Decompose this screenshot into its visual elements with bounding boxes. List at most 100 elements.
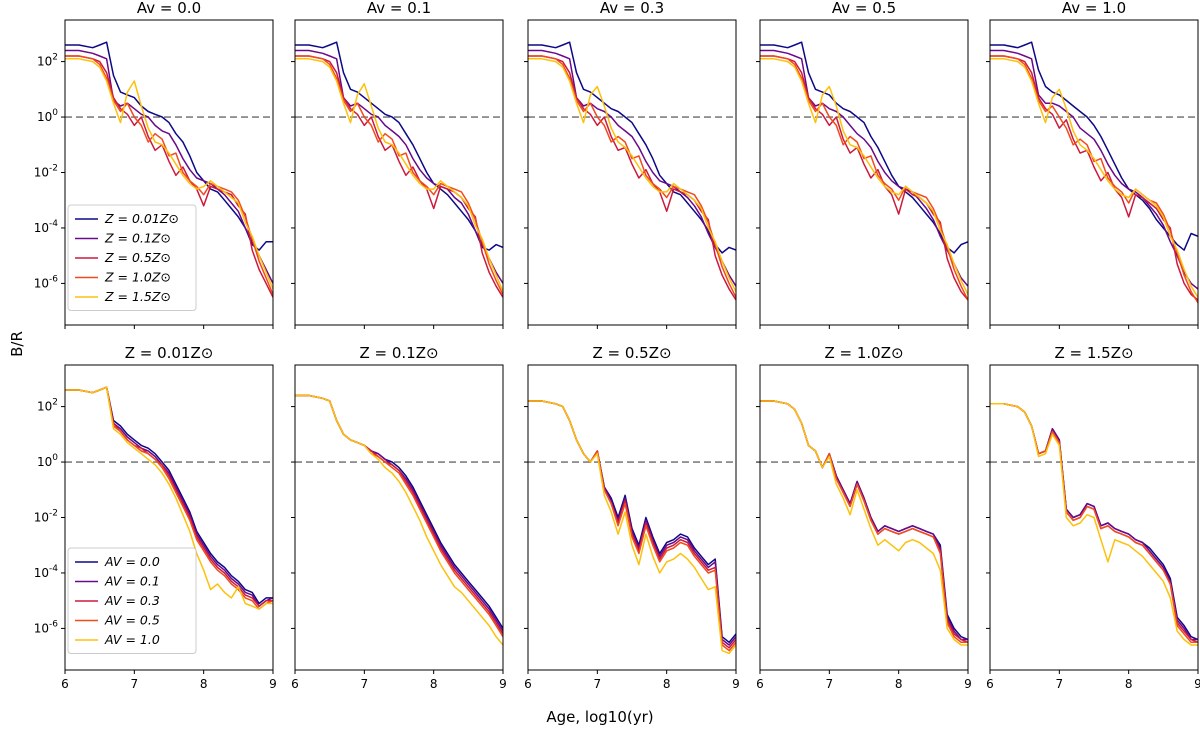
x-tick-label: 7 — [1056, 677, 1064, 691]
panel-title: Av = 0.1 — [367, 0, 431, 17]
panel-frame — [527, 364, 737, 671]
x-tick-label: 7 — [361, 677, 369, 691]
series-line — [760, 49, 968, 287]
x-tick-label: 8 — [1125, 677, 1133, 691]
series-line — [760, 58, 968, 295]
series-line — [295, 394, 503, 635]
panel-title: Av = 0.3 — [600, 0, 664, 17]
series-line — [528, 55, 736, 298]
panel-9: Z = 1.0Z⊙ 6 7 8 9 — [756, 344, 972, 691]
legend-label: Z = 0.5Z⊙ — [104, 250, 171, 265]
series-line — [528, 400, 736, 644]
legend-label: Z = 1.0Z⊙ — [104, 270, 171, 285]
x-tick-label: 6 — [524, 677, 532, 691]
series-line — [65, 41, 273, 251]
panel-title: Av = 0.0 — [137, 0, 201, 17]
series-line — [295, 394, 503, 638]
series-line — [528, 49, 736, 287]
panel-title: Z = 1.0Z⊙ — [824, 344, 903, 362]
series-line — [295, 41, 503, 251]
x-tick-label: 9 — [964, 677, 972, 691]
legend-label: Z = 1.5Z⊙ — [104, 289, 171, 304]
x-tick-label: 7 — [131, 677, 139, 691]
legend-extinction: AV = 0.0 AV = 0.1 AV = 0.3 AV = 0.5 AV = 1.0 — [67, 547, 197, 654]
panels-group: Av = 0.0 102 100 10-2 10-4 10-6 Av = 0.1 Av = 0… — [34, 0, 1200, 691]
panel-8: Z = 0.5Z⊙ 6 7 8 9 — [524, 344, 740, 691]
legend-metallicity: Z = 0.01Z⊙ Z = 0.1Z⊙ Z = 0.5Z⊙ Z = 1.0Z⊙ Z =… — [67, 204, 197, 311]
panel-5: Av = 1.0 — [986, 0, 1199, 329]
series-line — [295, 394, 503, 632]
panel-6: Z = 0.01Z⊙ 6 7 8 9 102 100 10-2 10-4 10-6 — [34, 344, 277, 691]
panel-frame — [294, 364, 504, 671]
series-line — [760, 55, 968, 301]
x-tick-label: 7 — [826, 677, 834, 691]
series-line — [990, 55, 1198, 304]
panel-1: Av = 0.0 102 100 10-2 10-4 10-6 — [34, 0, 274, 329]
series-line — [65, 55, 273, 295]
panel-title: Z = 0.5Z⊙ — [592, 344, 671, 362]
y-axis-label: B/R — [8, 331, 26, 357]
series-line — [65, 386, 273, 610]
x-tick-label: 7 — [594, 677, 602, 691]
x-tick-label: 9 — [1194, 677, 1200, 691]
panel-frame — [759, 364, 969, 671]
series-line — [760, 400, 968, 643]
panel-title: Z = 0.01Z⊙ — [125, 344, 214, 362]
legend-label: AV = 1.0 — [104, 632, 160, 647]
series-line — [295, 58, 503, 292]
legend-label: AV = 0.0 — [104, 554, 160, 569]
series-line — [528, 400, 736, 649]
panel-title: Z = 0.1Z⊙ — [359, 344, 438, 362]
y-tick-label: 10-6 — [34, 619, 59, 635]
x-tick-label: 6 — [756, 677, 764, 691]
y-tick-label: 10-2 — [34, 509, 58, 525]
series-line — [760, 400, 968, 641]
panel-title: Av = 1.0 — [1062, 0, 1126, 17]
series-line — [295, 55, 503, 295]
series-line — [990, 403, 1198, 643]
series-line — [990, 403, 1198, 644]
x-tick-label: 8 — [663, 677, 671, 691]
x-axis-label: Age, log10(yr) — [546, 708, 653, 726]
x-tick-label: 6 — [61, 677, 69, 691]
series-line — [990, 403, 1198, 646]
panel-frame — [989, 19, 1199, 326]
y-tick-label: 100 — [37, 453, 58, 469]
series-line — [295, 49, 503, 284]
series-line — [990, 49, 1198, 290]
series-line — [760, 400, 968, 644]
x-tick-label: 9 — [269, 677, 277, 691]
series-line — [990, 58, 1198, 298]
panel-4: Av = 0.5 — [756, 0, 969, 329]
panel-2: Av = 0.1 — [291, 0, 504, 329]
y-tick-label: 10-6 — [34, 274, 59, 290]
panel-7: Z = 0.1Z⊙ 6 7 8 9 — [291, 344, 507, 691]
panel-3: Av = 0.3 — [524, 0, 737, 329]
series-line — [528, 55, 736, 301]
series-line — [528, 400, 736, 655]
x-tick-label: 8 — [895, 677, 903, 691]
series-line — [528, 400, 736, 646]
panel-frame — [294, 19, 504, 326]
series-line — [65, 58, 273, 290]
y-tick-label: 102 — [37, 53, 58, 69]
legend-box — [67, 204, 197, 311]
series-line — [990, 403, 1198, 641]
x-tick-label: 8 — [200, 677, 208, 691]
legend-label: Z = 0.1Z⊙ — [104, 231, 171, 246]
panel-frame — [759, 19, 969, 326]
series-line — [295, 55, 503, 298]
y-tick-label: 10-2 — [34, 164, 58, 180]
x-tick-label: 8 — [430, 677, 438, 691]
y-tick-label: 10-4 — [34, 219, 59, 235]
series-line — [760, 400, 968, 646]
series-line — [760, 400, 968, 641]
series-line — [295, 394, 503, 646]
y-tick-label: 102 — [37, 398, 58, 414]
legend-label: AV = 0.3 — [104, 593, 160, 608]
x-tick-label: 9 — [732, 677, 740, 691]
legend-box — [67, 547, 197, 654]
series-line — [990, 403, 1198, 641]
legend-label: Z = 0.01Z⊙ — [104, 211, 179, 226]
